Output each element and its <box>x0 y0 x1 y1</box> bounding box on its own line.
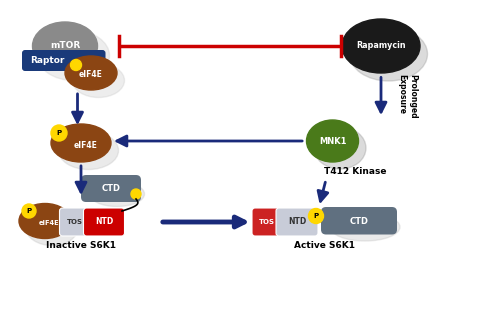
Circle shape <box>51 125 67 141</box>
Text: MNK1: MNK1 <box>319 136 346 146</box>
FancyBboxPatch shape <box>60 208 90 236</box>
Ellipse shape <box>38 30 110 80</box>
Circle shape <box>308 209 324 223</box>
FancyBboxPatch shape <box>22 50 105 71</box>
FancyBboxPatch shape <box>321 207 397 234</box>
Ellipse shape <box>350 27 428 81</box>
Ellipse shape <box>32 22 98 70</box>
Text: CTD: CTD <box>350 216 368 226</box>
Ellipse shape <box>72 63 124 97</box>
Circle shape <box>131 189 141 199</box>
Ellipse shape <box>65 56 117 90</box>
Text: CTD: CTD <box>102 184 120 193</box>
Text: eIF4E: eIF4E <box>79 70 103 78</box>
Text: NTD: NTD <box>95 217 113 227</box>
Text: P: P <box>56 130 62 136</box>
Text: P: P <box>314 213 318 219</box>
Text: P: P <box>26 208 32 214</box>
Text: Active S6K1: Active S6K1 <box>294 242 356 250</box>
Text: TOS: TOS <box>259 219 275 225</box>
Text: Raptor: Raptor <box>30 56 64 65</box>
Ellipse shape <box>26 211 78 246</box>
Text: TOS: TOS <box>66 219 82 225</box>
Text: Prolonged
Exposure: Prolonged Exposure <box>398 74 417 118</box>
Text: eIF4E: eIF4E <box>38 220 60 226</box>
Text: mTOR: mTOR <box>50 42 80 50</box>
Ellipse shape <box>51 124 111 162</box>
Ellipse shape <box>342 19 420 73</box>
Ellipse shape <box>314 127 366 169</box>
FancyBboxPatch shape <box>252 208 282 236</box>
FancyBboxPatch shape <box>81 175 141 202</box>
Ellipse shape <box>58 131 118 169</box>
FancyBboxPatch shape <box>84 208 124 236</box>
Text: T412 Kinase: T412 Kinase <box>324 167 386 177</box>
Text: NTD: NTD <box>288 217 306 227</box>
Ellipse shape <box>90 181 144 206</box>
Text: Rapamycin: Rapamycin <box>356 42 406 50</box>
Circle shape <box>22 204 36 218</box>
Text: Inactive S6K1: Inactive S6K1 <box>46 242 116 250</box>
Circle shape <box>70 60 82 71</box>
Ellipse shape <box>19 203 71 238</box>
Ellipse shape <box>306 120 358 162</box>
Text: eIF4E: eIF4E <box>74 142 98 150</box>
FancyBboxPatch shape <box>276 208 318 236</box>
Ellipse shape <box>330 213 400 241</box>
